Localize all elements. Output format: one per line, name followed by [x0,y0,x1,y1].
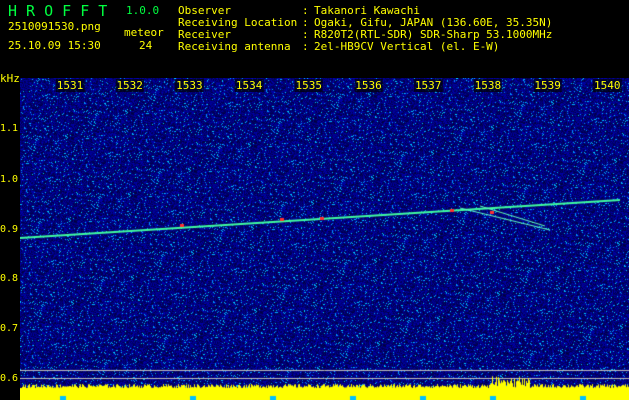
spectrogram [20,78,629,400]
app-version: 1.0.0 [126,4,160,17]
receiver-value: R820T2(RTL-SDR) SDR-Sharp 53.1000MHz [314,28,553,41]
separator: : [302,4,309,17]
x-tick-label: 1532 [115,79,144,92]
receiver-label: Receiver [178,28,231,41]
separator: : [302,16,309,29]
location-value: Ogaki, Gifu, JAPAN (136.60E, 35.35N) [314,16,553,29]
observer-value: Takanori Kawachi [314,4,420,17]
y-tick-label: 1.0 [0,174,19,185]
meteor-count: 24 [139,39,153,52]
y-tick-label: 0.6 [0,373,19,384]
y-tick-label: 0.7 [0,323,19,334]
y-axis-unit: kHz [0,72,20,85]
x-tick-label: 1531 [55,79,85,92]
x-tick-label: 1538 [473,79,503,92]
x-tick-label: 1533 [175,79,204,92]
x-tick-label: 1540 [593,79,622,92]
app-logo: H R O F F T [8,2,108,20]
y-tick-label: 0.8 [0,273,19,284]
x-tick-label: 1537 [413,79,443,92]
meteor-label: meteor [124,26,164,39]
antenna-label: Receiving antenna [178,40,291,53]
observer-label: Observer [178,4,231,17]
separator: : [302,28,309,41]
date-time: 25.10.09 15:30 [8,39,101,52]
y-tick-label: 0.9 [0,224,19,235]
file-name: 2510091530.png [8,20,101,33]
separator: : [302,40,309,53]
x-tick-label: 1535 [294,79,324,92]
location-label: Receiving Location [178,16,298,29]
y-tick-label: 1.1 [0,123,19,134]
x-tick-label: 1536 [354,79,383,92]
antenna-value: 2el-HB9CV Vertical (el. E-W) [314,40,500,53]
x-tick-label: 1539 [533,79,562,92]
x-tick-label: 1534 [234,79,264,92]
